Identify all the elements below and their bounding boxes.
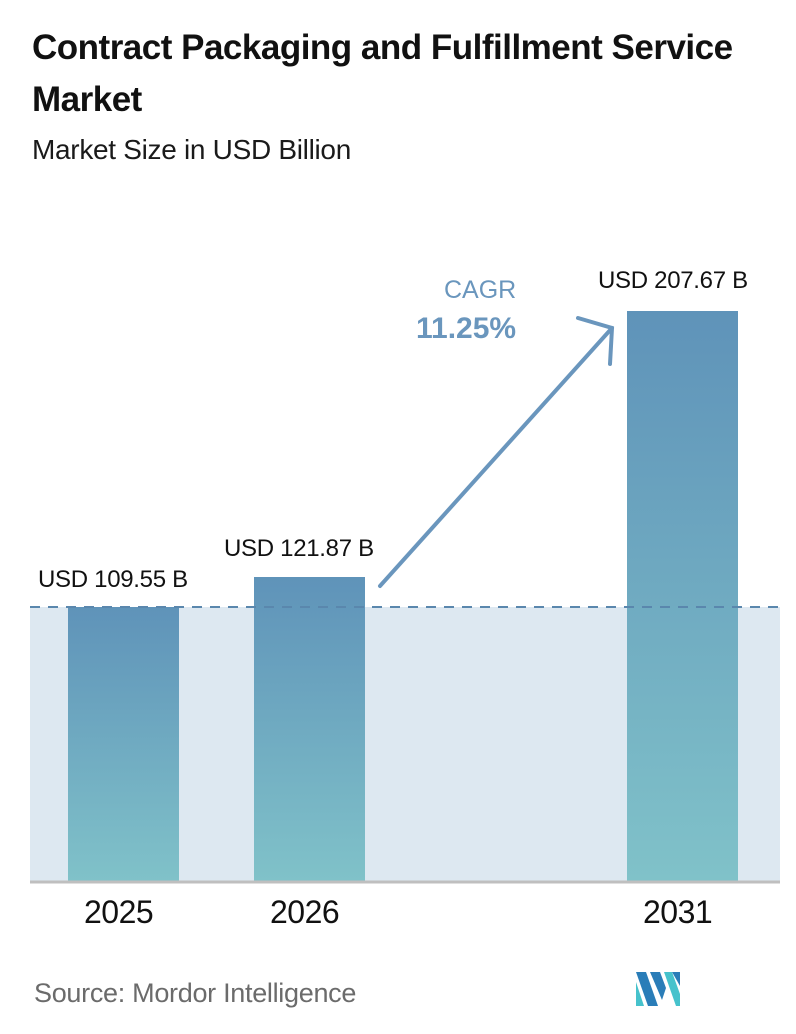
mordor-intelligence-logo-icon — [636, 972, 680, 1006]
bar-2026 — [254, 577, 365, 882]
x-tick-2026: 2026 — [270, 894, 340, 930]
chart-subtitle: Market Size in USD Billion — [32, 134, 351, 165]
value-label-2031: USD 207.67 B — [598, 267, 748, 294]
source-text: Source: Mordor Intelligence — [34, 978, 357, 1008]
cagr-label: CAGR — [444, 276, 517, 304]
bar-2031 — [627, 311, 738, 882]
value-label-2026: USD 121.87 B — [224, 535, 374, 562]
cagr-value: 11.25% — [416, 312, 517, 345]
value-label-2025: USD 109.55 B — [38, 566, 188, 593]
bar-2025 — [68, 607, 179, 882]
x-tick-2025: 2025 — [84, 894, 154, 930]
chart-title: Contract Packaging and Fulfillment Servi… — [32, 28, 733, 119]
cagr-arrow-icon — [378, 316, 615, 588]
x-tick-2031: 2031 — [643, 894, 713, 930]
